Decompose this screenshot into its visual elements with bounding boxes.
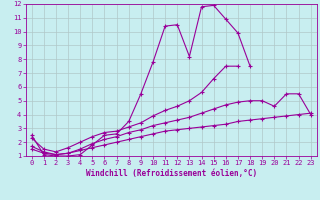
X-axis label: Windchill (Refroidissement éolien,°C): Windchill (Refroidissement éolien,°C) xyxy=(86,169,257,178)
